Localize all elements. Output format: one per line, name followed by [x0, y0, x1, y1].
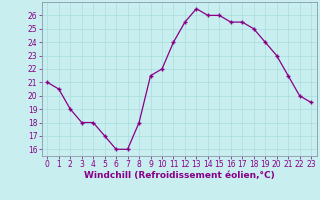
- X-axis label: Windchill (Refroidissement éolien,°C): Windchill (Refroidissement éolien,°C): [84, 171, 275, 180]
